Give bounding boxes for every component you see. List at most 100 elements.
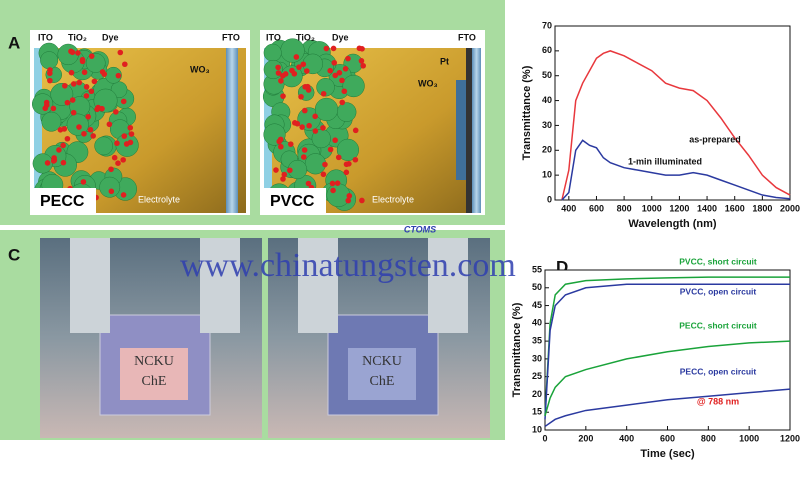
bead [99,176,121,198]
dye [312,128,319,134]
dye [280,93,286,99]
x-tick-label: 1800 [752,203,772,213]
dye [303,68,310,74]
dye [88,88,95,95]
panel-label: A [8,33,20,52]
dye [120,157,126,163]
dye [75,50,81,56]
dye [113,109,119,115]
dye [62,82,68,89]
label: ITO [266,32,281,42]
fto-left [226,48,238,213]
y-tick-label: 20 [542,145,552,155]
dye [44,160,51,166]
dye [287,167,293,174]
dye [60,159,67,166]
dye [68,69,75,76]
dye [108,188,115,195]
bead [263,43,282,62]
bead [94,136,113,156]
dye [80,179,87,185]
dye [280,72,286,79]
dye [339,99,346,106]
dye [87,126,94,133]
dye [76,79,83,86]
bead [32,93,54,115]
cell-name: PVCC [270,193,315,210]
y-tick-label: 50 [542,70,552,80]
label: WO₃ [418,78,438,88]
x-tick-label: 1200 [669,203,689,213]
clip [200,238,240,333]
plot-area [554,25,791,201]
dye [69,97,76,103]
dye [280,176,286,182]
x-tick-label: 800 [701,433,716,443]
dye [336,70,343,76]
dye [320,171,327,178]
dye [83,84,90,90]
dye [88,53,95,59]
electrolyte-label: Electrolyte [138,194,180,204]
clip [428,238,468,333]
x-tick-label: 200 [578,433,593,443]
dye [51,155,57,161]
dye [64,135,71,142]
dye [302,107,308,114]
bead [57,43,79,66]
y-tick-label: 10 [532,424,542,434]
y-tick-label: 70 [542,20,552,30]
name-box [34,188,96,214]
series-label: as-prepared [689,134,741,144]
photo-text: ChE [370,374,395,389]
y-axis-title: Transmittance (%) [511,302,523,397]
bead [40,51,59,70]
dye [334,180,341,186]
dye [346,161,352,167]
dye [341,88,348,95]
series-label: PVCC, short circuit [679,256,757,266]
y-tick-label: 20 [532,389,542,399]
x-tick-label: 600 [660,433,675,443]
dye [343,169,350,176]
clip [70,238,110,333]
bead [314,97,339,122]
dye [101,71,108,77]
dye [305,180,312,187]
dye [81,69,88,76]
y-tick-label: 25 [532,371,542,381]
x-tick-label: 600 [589,203,604,213]
y-tick-label: 55 [532,264,542,274]
dye [327,67,334,74]
label: ITO [38,32,53,42]
dye [345,55,351,62]
dye [320,90,327,97]
dye [120,98,127,105]
series-line [561,50,791,201]
dye [117,49,124,56]
dye [276,138,283,145]
dye [292,120,298,126]
dye [83,93,90,99]
dye [346,193,353,199]
bead [263,123,286,146]
dye [61,126,68,132]
dye [106,121,113,128]
dye [56,147,62,153]
plot-area [544,269,791,431]
dye [47,77,53,84]
electrolyte-label: Electrolyte [372,194,414,204]
dye [287,141,294,147]
bead [336,102,357,122]
dye [312,113,318,120]
dye [359,45,365,52]
dye [273,167,279,173]
cell-name: PECC [40,193,85,210]
dye [330,187,336,194]
x-tick-label: 1600 [725,203,745,213]
dye [298,93,304,100]
dye [121,133,128,139]
dye [70,109,77,116]
bead [336,138,360,161]
